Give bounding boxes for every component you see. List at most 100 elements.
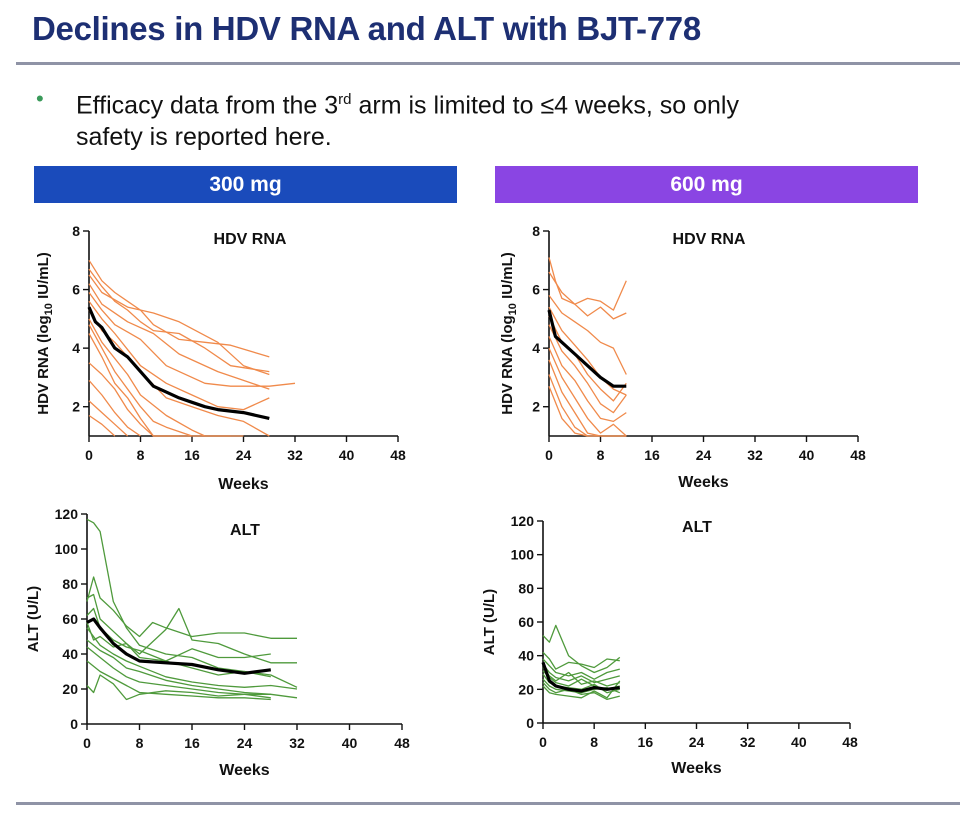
chart-1-individual-line xyxy=(548,374,627,437)
footer-divider xyxy=(16,802,960,805)
chart-2-xtick-label: 0 xyxy=(83,735,91,751)
chart-2-mean-line xyxy=(86,617,272,675)
chart-2-individual-line xyxy=(86,607,271,662)
chart-3-individual-line xyxy=(542,651,620,670)
chart-0-mean-line xyxy=(87,306,270,420)
chart-0-xtick-label: 8 xyxy=(137,447,145,463)
chart-1-xtick-label: 24 xyxy=(696,447,712,463)
chart-2-ytick-label: 80 xyxy=(62,576,78,592)
chart-2-individual-line xyxy=(86,674,271,701)
chart-1-mean-line xyxy=(547,309,627,388)
chart-2-300mg-alt: 0 20 40 60 80 100 120 0 8 16 24 32 40 48 Weeks ALT (U/L… xyxy=(25,506,410,779)
chart-3-xtick-label: 16 xyxy=(638,734,654,750)
chart-3-xtick-label: 24 xyxy=(689,734,705,750)
bullet-icon: • xyxy=(36,86,44,111)
chart-3-ytick-label: 60 xyxy=(518,614,534,630)
chart-3-xtick-label: 8 xyxy=(590,734,598,750)
chart-2-individual-line xyxy=(86,660,271,701)
arm-header-600mg: 600 mg xyxy=(495,166,918,203)
chart-1-xtick-label: 16 xyxy=(644,447,660,463)
chart-1-xtick-label: 40 xyxy=(799,447,815,463)
chart-3-ytick-label: 40 xyxy=(518,648,534,664)
chart-2-xtick-label: 48 xyxy=(394,735,410,751)
bullet-text-line2: safety is reported here. xyxy=(76,123,332,152)
chart-1-title: HDV RNA xyxy=(673,231,746,248)
chart-3-ytick-label: 0 xyxy=(526,715,534,731)
chart-1-ytick-label: 8 xyxy=(532,223,540,239)
chart-2-ytick-label: 20 xyxy=(62,681,78,697)
chart-1-individual-line xyxy=(548,306,627,396)
chart-2-individual-line xyxy=(86,593,297,664)
chart-0-individual-line xyxy=(88,414,116,437)
chart-2-individual-line xyxy=(86,627,298,690)
chart-3-individual-line xyxy=(542,624,621,674)
chart-3-individual-line xyxy=(542,682,620,701)
chart-0-individual-line xyxy=(88,268,270,373)
chart-1-individual-line xyxy=(548,385,588,437)
chart-0-individual-line xyxy=(88,274,270,376)
chart-0-xlabel: Weeks xyxy=(218,476,269,493)
chart-1-xtick-label: 32 xyxy=(747,447,763,463)
chart-2-xtick-label: 32 xyxy=(289,735,305,751)
chart-0-individual-line xyxy=(88,300,270,411)
bullet-text-rest: arm is limited to ≤4 weeks, so only xyxy=(351,91,739,120)
chart-0-individual-line xyxy=(88,318,244,437)
chart-0-individual-line xyxy=(88,283,270,390)
chart-0-individual-line xyxy=(88,259,270,358)
chart-0-xtick-label: 32 xyxy=(287,447,303,463)
chart-0-individual-line xyxy=(88,362,180,437)
chart-0-individual-line xyxy=(88,324,231,437)
arm-label-600mg: 600 mg xyxy=(670,172,743,196)
chart-1-ytick-label: 2 xyxy=(532,399,540,415)
chart-2-individual-line xyxy=(86,518,271,678)
chart-1-individual-line xyxy=(548,295,627,375)
chart-3-individual-line xyxy=(542,667,620,687)
chart-1-xtick-label: 0 xyxy=(545,447,553,463)
chart-2-xtick-label: 16 xyxy=(184,735,200,751)
bullet-text: Efficacy data from the 3rd arm is limite… xyxy=(76,84,739,153)
bullet-text-start: Efficacy data from the 3 xyxy=(76,91,339,120)
chart-3-ytick-label: 20 xyxy=(518,681,534,697)
chart-0-individual-line xyxy=(88,400,129,437)
chart-1-xtick-label: 8 xyxy=(597,447,605,463)
chart-0-individual-line xyxy=(88,379,141,437)
chart-0-xtick-label: 40 xyxy=(339,447,355,463)
chart-1-individual-line xyxy=(548,257,627,311)
chart-3-ylabel: ALT (U/L) xyxy=(481,589,498,655)
chart-3-ytick-label: 100 xyxy=(511,547,535,563)
chart-3-xtick-label: 0 xyxy=(539,734,547,750)
chart-3-xtick-label: 40 xyxy=(791,734,807,750)
chart-3-mean-line xyxy=(541,661,621,693)
chart-2-xtick-label: 8 xyxy=(136,735,144,751)
arm-label-300mg: 300 mg xyxy=(209,172,282,196)
chart-2-ytick-label: 120 xyxy=(55,506,79,522)
chart-0-ytick-label: 6 xyxy=(72,282,80,298)
chart-1-individual-line xyxy=(548,336,627,423)
chart-0-title: HDV RNA xyxy=(214,231,287,248)
chart-0-ytick-label: 2 xyxy=(72,399,80,415)
chart-2-ytick-label: 0 xyxy=(70,716,78,732)
chart-2-ytick-label: 40 xyxy=(62,646,78,662)
chart-2-xlabel: Weeks xyxy=(219,762,270,779)
chart-2-ytick-label: 100 xyxy=(55,541,79,557)
chart-3-individual-line xyxy=(542,658,620,680)
chart-1-xtick-label: 48 xyxy=(850,447,866,463)
chart-3-title: ALT xyxy=(682,519,712,536)
chart-0-xtick-label: 0 xyxy=(85,447,93,463)
chart-2-individual-line xyxy=(86,646,271,699)
chart-3-ytick-label: 80 xyxy=(518,580,534,596)
chart-1-individual-line xyxy=(548,271,627,320)
chart-2-ytick-label: 60 xyxy=(62,611,78,627)
chart-2-title: ALT xyxy=(230,522,260,539)
slide-title: Declines in HDV RNA and ALT with BJT-778 xyxy=(32,10,701,47)
arm-header-300mg: 300 mg xyxy=(34,166,457,203)
chart-0-ylabel: HDV RNA (log10 IU/mL) xyxy=(35,252,55,415)
chart-3-xtick-label: 32 xyxy=(740,734,756,750)
chart-1-ytick-label: 6 xyxy=(532,282,540,298)
chart-2-xtick-label: 40 xyxy=(342,735,358,751)
chart-3-xtick-label: 48 xyxy=(842,734,858,750)
chart-3-ytick-label: 120 xyxy=(511,513,535,529)
chart-2-xtick-label: 24 xyxy=(237,735,253,751)
